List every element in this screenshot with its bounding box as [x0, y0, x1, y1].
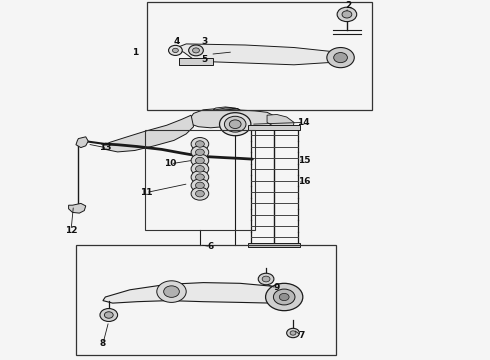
- Bar: [248, 125, 300, 130]
- Circle shape: [169, 45, 182, 55]
- Circle shape: [279, 293, 289, 301]
- Circle shape: [334, 53, 347, 63]
- Circle shape: [229, 120, 241, 129]
- Circle shape: [337, 7, 357, 22]
- Text: 1: 1: [132, 48, 138, 57]
- Polygon shape: [267, 114, 294, 130]
- Circle shape: [258, 273, 274, 285]
- Circle shape: [327, 48, 354, 68]
- Circle shape: [191, 171, 209, 184]
- Text: 16: 16: [297, 177, 310, 186]
- Circle shape: [196, 174, 204, 180]
- Text: 9: 9: [273, 284, 280, 292]
- Bar: [76, 245, 336, 355]
- Circle shape: [266, 283, 303, 311]
- Bar: [179, 58, 213, 65]
- Polygon shape: [103, 283, 292, 303]
- Circle shape: [196, 157, 204, 164]
- Polygon shape: [76, 137, 88, 148]
- Circle shape: [164, 286, 179, 297]
- Circle shape: [100, 309, 118, 321]
- Text: 11: 11: [140, 188, 152, 197]
- Polygon shape: [189, 109, 277, 129]
- Circle shape: [191, 187, 209, 200]
- Bar: [147, 2, 372, 110]
- Text: 12: 12: [65, 226, 77, 235]
- Circle shape: [191, 146, 209, 159]
- Polygon shape: [103, 115, 194, 152]
- Circle shape: [220, 113, 251, 136]
- Circle shape: [191, 162, 209, 175]
- Circle shape: [290, 331, 296, 335]
- Text: 14: 14: [297, 118, 310, 127]
- Text: 15: 15: [297, 156, 310, 165]
- Polygon shape: [213, 107, 240, 110]
- Text: 13: 13: [99, 143, 112, 152]
- Circle shape: [189, 45, 203, 56]
- Text: 4: 4: [173, 37, 180, 46]
- Circle shape: [191, 138, 209, 150]
- Circle shape: [342, 11, 352, 18]
- Circle shape: [273, 289, 295, 305]
- Text: 8: 8: [100, 339, 106, 348]
- Text: 6: 6: [208, 242, 214, 251]
- Polygon shape: [179, 44, 341, 65]
- Circle shape: [191, 179, 209, 192]
- Circle shape: [196, 166, 204, 172]
- Circle shape: [196, 141, 204, 147]
- Circle shape: [196, 182, 204, 189]
- Polygon shape: [69, 203, 86, 213]
- Bar: [248, 243, 300, 247]
- Circle shape: [287, 328, 299, 338]
- Text: 7: 7: [298, 331, 305, 340]
- Circle shape: [104, 312, 113, 318]
- Bar: [145, 130, 255, 230]
- Circle shape: [191, 154, 209, 167]
- Text: 2: 2: [345, 1, 351, 10]
- Text: 10: 10: [164, 159, 177, 168]
- Circle shape: [262, 276, 270, 282]
- Circle shape: [193, 48, 199, 53]
- Circle shape: [196, 190, 204, 197]
- Circle shape: [196, 149, 204, 156]
- Circle shape: [172, 48, 178, 53]
- Text: 5: 5: [202, 55, 208, 64]
- Circle shape: [157, 281, 186, 302]
- Text: 3: 3: [202, 37, 208, 46]
- Circle shape: [224, 116, 246, 132]
